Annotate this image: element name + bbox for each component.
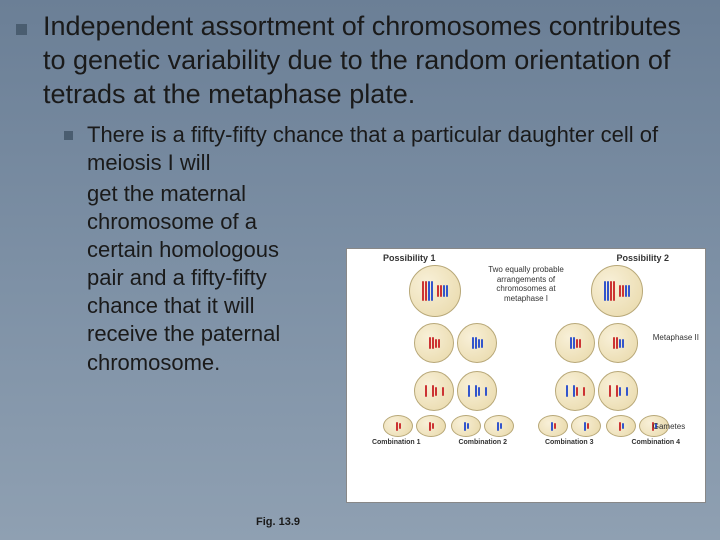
cell-m2: [457, 323, 497, 363]
combo-4: Combination 4: [625, 439, 687, 446]
bullet-icon: [64, 131, 73, 140]
slide-container: Independent assortment of chromosomes co…: [0, 0, 720, 540]
bullet-icon: [16, 24, 27, 35]
combination-labels: Combination 1 Combination 2 Combination …: [353, 439, 699, 446]
cell-split: [555, 371, 595, 411]
gamete: [383, 415, 413, 437]
gamete: [538, 415, 568, 437]
gamete: [571, 415, 601, 437]
cell-m2: [414, 323, 454, 363]
right-side-labels: Metaphase II Gametes: [653, 283, 699, 431]
cell-metaphase1-p2: [591, 265, 643, 317]
combo-3: Combination 3: [538, 439, 600, 446]
sub-bullet-rest: get the maternal chromosome of a certain…: [87, 180, 307, 377]
gamete: [451, 415, 481, 437]
gametes-label: Gametes: [653, 422, 699, 431]
main-bullet-text: Independent assortment of chromosomes co…: [43, 10, 702, 111]
metaphase2-row: [353, 323, 699, 363]
cell-metaphase1-p1: [409, 265, 461, 317]
cell-split: [457, 371, 497, 411]
gamete: [484, 415, 514, 437]
combo-2: Combination 2: [452, 439, 514, 446]
gamete: [606, 415, 636, 437]
metaphase1-row: Two equally probable arrangements of chr…: [353, 265, 699, 317]
sub-bullet-line1: There is a fifty-fifty chance that a par…: [87, 121, 702, 177]
metaphase2-label: Metaphase II: [653, 333, 699, 342]
split-row: [353, 371, 699, 411]
cell-m2: [598, 323, 638, 363]
gamete: [416, 415, 446, 437]
cell-m2: [555, 323, 595, 363]
figure-caption: Fig. 13.9: [256, 516, 300, 528]
cell-split: [598, 371, 638, 411]
cell-split: [414, 371, 454, 411]
possibility-1-label: Possibility 1: [383, 253, 436, 263]
arrangements-label: Two equally probable arrangements of chr…: [481, 265, 571, 317]
figure-diagram: Possibility 1 Possibility 2 Two equally …: [346, 248, 706, 503]
diagram-header: Possibility 1 Possibility 2: [353, 253, 699, 265]
combo-1: Combination 1: [365, 439, 427, 446]
main-bullet-row: Independent assortment of chromosomes co…: [12, 10, 702, 111]
gametes-row: [353, 415, 699, 437]
possibility-2-label: Possibility 2: [616, 253, 669, 263]
